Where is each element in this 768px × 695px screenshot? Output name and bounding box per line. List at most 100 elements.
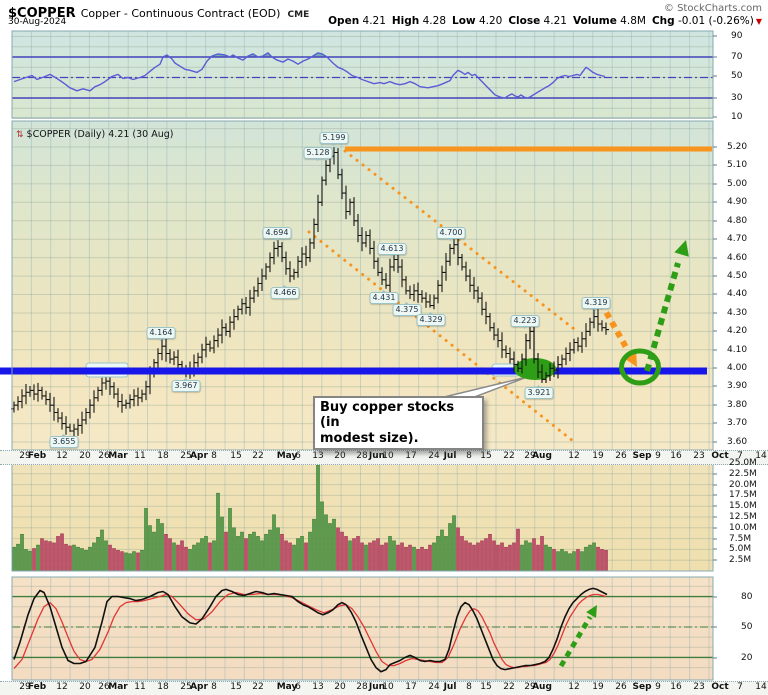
y-tick-label: 2.5M (729, 555, 752, 565)
y-tick-label: 70 (731, 52, 743, 62)
copyright: © StockCharts.com (663, 3, 762, 14)
x-tick-label: 25 (180, 451, 192, 461)
note-line-2: modest size). (320, 430, 419, 446)
y-tick-label: 3.70 (727, 418, 748, 428)
x-tick-label: 7 (737, 682, 743, 692)
price-callout-label: 3.967 (171, 378, 201, 392)
x-tick-label: 18 (157, 451, 169, 461)
annotation-note: Buy copper stocks (in modest size). (313, 396, 484, 450)
y-tick-label: 4.30 (727, 308, 748, 318)
x-tick-label: May (276, 451, 298, 461)
x-tick-label: 10 (382, 682, 394, 692)
quote-value: 4.8M (616, 15, 646, 27)
x-tick-label: Jun (368, 682, 386, 692)
y-tick-label: 4.70 (727, 234, 748, 244)
x-tick-label: 6 (295, 682, 301, 692)
x-tick-label: Feb (27, 451, 47, 461)
x-tick-label: 8 (466, 682, 472, 692)
x-tick-label: 18 (157, 682, 169, 692)
x-tick-label: 12 (568, 451, 580, 461)
x-tick-label: 19 (592, 682, 604, 692)
price-callout-label: 4.223 (510, 315, 540, 329)
candlestick-icon: ⇅ (16, 130, 24, 140)
x-tick-label: 29 (19, 682, 31, 692)
x-tick-label: 17 (405, 682, 417, 692)
quote-value: 4.21 (359, 15, 386, 27)
y-tick-label: 10 (731, 112, 743, 122)
x-tick-label: 8 (466, 451, 472, 461)
x-tick-label: Mar (108, 682, 128, 692)
y-tick-label: 4.40 (727, 289, 748, 299)
x-tick-label: Sep (632, 682, 652, 692)
price-callout-label: 4.319 (581, 297, 611, 311)
y-tick-label: 10.0M (729, 523, 757, 533)
x-tick-label: 14 (755, 451, 767, 461)
x-tick-label: 12 (568, 682, 580, 692)
y-tick-label: 4.80 (727, 216, 748, 226)
quote-value: -0.01 (-0.26%) (674, 15, 754, 27)
x-tick-label: 12 (56, 682, 68, 692)
x-tick-label: 15 (230, 682, 242, 692)
x-tick-label: Oct (711, 682, 729, 692)
x-tick-label: Jul (443, 451, 457, 461)
x-tick-label: May (276, 682, 298, 692)
x-tick-label: 11 (134, 451, 146, 461)
exchange-label: CME (287, 10, 310, 20)
x-tick-label: 8 (211, 451, 217, 461)
x-tick-label: 13 (312, 682, 324, 692)
y-tick-label: 4.50 (727, 271, 748, 281)
price-callout-label: 3.921 (524, 385, 554, 399)
x-tick-label: 22 (252, 451, 264, 461)
price-callout-label: 4.375 (392, 302, 422, 316)
y-tick-label: 7.5M (729, 534, 752, 544)
x-tick-label: Apr (190, 451, 208, 461)
x-tick-label: 8 (211, 682, 217, 692)
price-callout-label: 4.329 (416, 312, 446, 326)
x-tick-label: 16 (670, 682, 682, 692)
x-tick-label: 22 (503, 451, 515, 461)
price-callout-label: 4.694 (262, 227, 292, 241)
price-callout-label: 3.655 (49, 434, 79, 448)
x-tick-label: Sep (632, 451, 652, 461)
quote-value: 4.28 (419, 15, 446, 27)
x-tick-label: 20 (334, 451, 346, 461)
x-tick-label: 9 (655, 451, 661, 461)
price-panel[interactable] (12, 121, 713, 450)
y-tick-label: 20 (741, 653, 753, 663)
y-tick-label: 50 (741, 622, 753, 632)
x-tick-label: 15 (480, 451, 492, 461)
x-tick-label: Aug (532, 682, 552, 692)
x-tick-label: 22 (252, 682, 264, 692)
x-tick-label: 20 (79, 682, 91, 692)
x-tick-label: 17 (405, 451, 417, 461)
price-callout-label: 4.466 (270, 285, 300, 299)
price-callout-label: 4.613 (377, 243, 407, 257)
y-tick-label: 15.0M (729, 501, 757, 511)
y-tick-label: 30 (731, 93, 743, 103)
x-tick-label: Jul (443, 682, 457, 692)
x-tick-label: 20 (79, 451, 91, 461)
quote-label: High (391, 15, 420, 27)
x-tick-label: Feb (27, 682, 47, 692)
change-down-icon: ▼ (755, 17, 762, 26)
quote-label: Low (452, 15, 476, 27)
price-callout-label: 4.431 (369, 290, 399, 304)
x-tick-label: 28 (356, 682, 368, 692)
y-tick-label: 80 (741, 592, 753, 602)
note-line-1: Buy copper stocks (in (320, 400, 455, 431)
ticker-symbol: $COPPER (8, 6, 76, 21)
x-tick-label: 23 (693, 451, 705, 461)
x-tick-label: 6 (295, 451, 301, 461)
y-tick-label: 50 (731, 71, 743, 81)
x-tick-label: Mar (108, 451, 128, 461)
x-tick-label: 28 (356, 451, 368, 461)
x-tick-label: 29 (524, 451, 536, 461)
y-tick-label: 90 (731, 31, 743, 41)
quote-label: Close (508, 15, 541, 27)
x-tick-label: 29 (19, 451, 31, 461)
x-tick-label: 26 (615, 451, 627, 461)
x-tick-label: 12 (56, 451, 68, 461)
y-tick-label: 4.20 (727, 326, 748, 336)
